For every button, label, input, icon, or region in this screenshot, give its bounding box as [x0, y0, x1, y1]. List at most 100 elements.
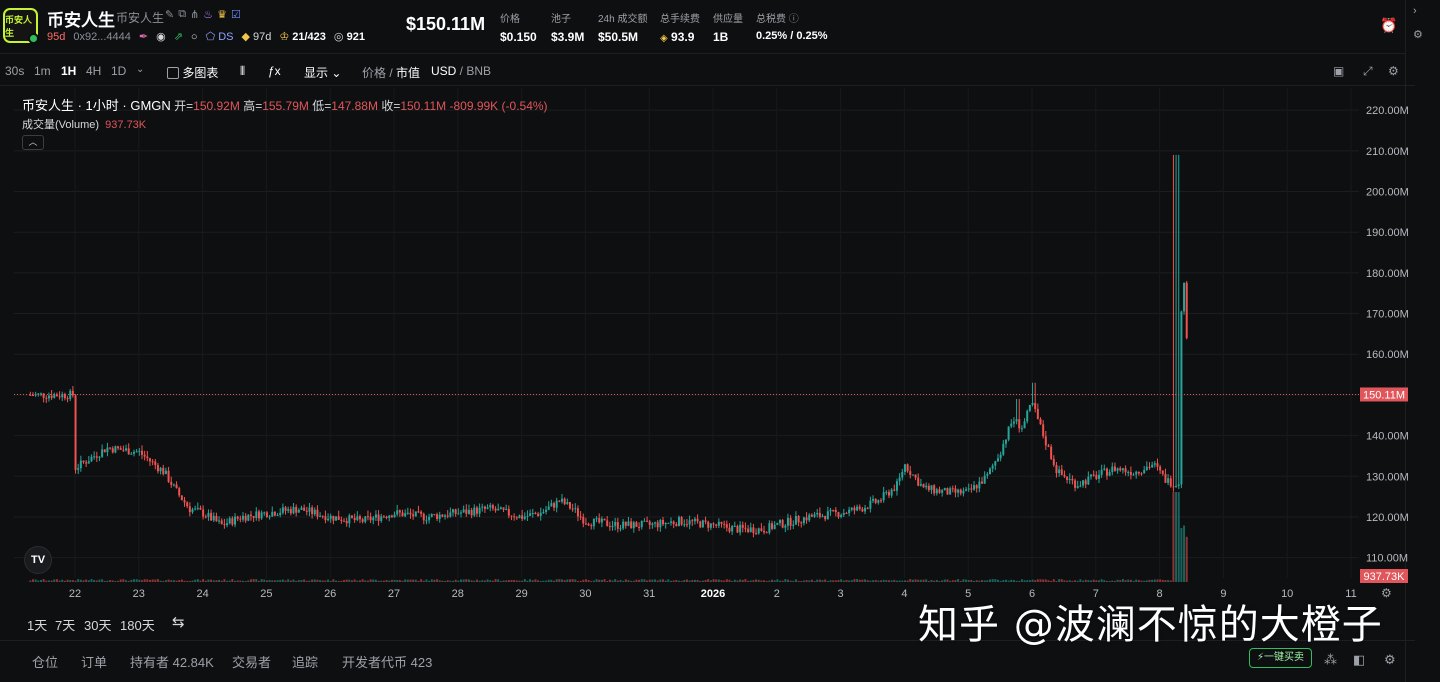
stat-tax: 总税费 ⓘ 0.25% / 0.25%	[756, 10, 828, 42]
fullscreen-icon[interactable]: ⤢	[1363, 64, 1373, 78]
range-7d[interactable]: 7天	[55, 618, 76, 633]
search-icon[interactable]: ○	[190, 30, 198, 43]
volume-bar	[1153, 579, 1156, 582]
interval-1h[interactable]: 1H	[61, 64, 77, 78]
volume-bar	[531, 580, 534, 582]
checkbox[interactable]	[167, 67, 179, 79]
candle-body	[63, 394, 66, 399]
volume-bar	[388, 580, 391, 582]
volume-bar	[731, 580, 734, 582]
candle-body	[962, 490, 965, 494]
tab-traders[interactable]: 交易者	[232, 655, 272, 670]
tab-tracking[interactable]: 追踪	[292, 655, 319, 670]
interval-30s[interactable]: 30s	[5, 64, 25, 78]
candle-type-icon[interactable]: ⫴	[240, 64, 246, 78]
volume-legend: 成交量(Volume) 937.73K	[22, 116, 146, 132]
candle-body	[1055, 465, 1058, 474]
candle-body	[547, 506, 550, 510]
volume-bar	[117, 580, 120, 582]
volume-bar	[478, 580, 481, 582]
candle-body	[1175, 485, 1178, 488]
volume-bar	[295, 580, 298, 582]
candle-body	[789, 517, 792, 526]
indicator-icon[interactable]: ƒx	[268, 64, 281, 78]
candle-body	[212, 515, 215, 521]
volume-bar	[69, 580, 72, 582]
chevron-right-icon[interactable]: ›	[1413, 5, 1417, 17]
alarm-icon[interactable]: ⏰	[1380, 17, 1398, 33]
candle-body	[170, 481, 173, 485]
range-30d[interactable]: 30天	[84, 618, 112, 633]
volume-bar	[680, 580, 683, 582]
help-icon[interactable]: ⓘ	[788, 14, 799, 25]
settings-small-icon[interactable]: ⚙	[1413, 29, 1423, 41]
tab-dev-tokens[interactable]: 开发者代币 423	[342, 655, 433, 670]
twitter-icon[interactable]: ◉	[156, 31, 166, 43]
range-180d[interactable]: 180天	[120, 618, 155, 633]
contract-address[interactable]: 0x92...4444	[73, 30, 131, 43]
candle-body	[845, 512, 848, 514]
volume-bar	[858, 579, 861, 582]
axis-settings-icon[interactable]: ⚙	[1381, 586, 1392, 600]
candle-body	[79, 460, 82, 469]
settings-icon[interactable]: ⚙	[1384, 652, 1396, 667]
range-1d[interactable]: 1天	[27, 618, 48, 633]
candle-body	[178, 488, 181, 496]
camera-icon[interactable]: ▣	[1333, 64, 1345, 78]
tab-positions[interactable]: 仓位	[32, 655, 59, 670]
volume-bar	[77, 579, 80, 582]
people-icon[interactable]: ⁂	[1324, 652, 1337, 667]
candle-body	[893, 489, 896, 491]
goto-date-icon[interactable]: ⇆	[172, 614, 185, 631]
candle-body	[1076, 486, 1079, 488]
volume-bar	[239, 580, 242, 582]
candle-body	[414, 511, 417, 517]
multi-chart-toggle[interactable]: 多图表	[167, 64, 218, 81]
tradingview-logo[interactable]: TV	[24, 546, 52, 574]
edit-icon[interactable]: ✎	[165, 9, 175, 21]
candle-body	[792, 524, 795, 526]
volume-bar	[305, 580, 308, 582]
candle-body	[715, 524, 718, 526]
collapse-legend-button[interactable]: ︿	[22, 135, 44, 150]
volume-bar	[37, 580, 40, 582]
volume-bar	[539, 580, 542, 582]
candle-body	[723, 523, 726, 525]
display-dropdown[interactable]: 显示 ⌄	[304, 66, 342, 80]
ds-badge[interactable]: ⬠ DS	[205, 31, 234, 43]
copy-icon[interactable]: ⧉	[178, 8, 187, 20]
share-icon[interactable]: ⋔	[190, 9, 200, 21]
currency-toggle[interactable]: USD / BNB	[431, 64, 492, 78]
volume-bar	[1023, 580, 1026, 582]
price-mcap-toggle[interactable]: 价格 / 市值	[362, 66, 421, 80]
tab-holders[interactable]: 持有者 42.84K	[130, 655, 214, 670]
layout-icon[interactable]: ◧	[1353, 652, 1366, 667]
price-chart[interactable]: 220.00M 210.00M 200.00M 190.00M 180.00M 170.0…	[14, 88, 1414, 608]
display-label: 显示	[304, 66, 329, 80]
candle-body	[797, 516, 800, 523]
chart-legend: 币安人生 · 1小时 · GMGN 开=150.92M 高=155.79M 低=…	[22, 95, 548, 114]
interval-1d[interactable]: 1D	[111, 64, 127, 78]
quick-trade-button[interactable]: ⚡一键买卖	[1249, 648, 1312, 668]
candle-body	[579, 516, 582, 518]
pen-icon[interactable]: ✒	[138, 31, 149, 43]
interval-4h[interactable]: 4H	[86, 64, 102, 78]
volume-bar	[622, 580, 625, 582]
candle-body	[1121, 468, 1124, 471]
chart-settings-icon[interactable]: ⚙	[1388, 64, 1399, 78]
candle-body	[135, 451, 138, 453]
volume-bar	[459, 579, 462, 582]
link-icon[interactable]: ⇗	[173, 31, 183, 43]
chevron-down-icon[interactable]: ⌄	[136, 64, 145, 75]
tab-orders[interactable]: 订单	[81, 655, 108, 670]
candle-body	[1058, 469, 1061, 474]
interval-1m[interactable]: 1m	[34, 64, 51, 78]
volume-bar	[646, 580, 649, 582]
bnb-icon: ◈	[660, 33, 668, 44]
candle-body	[210, 512, 213, 521]
volume-bar	[595, 579, 598, 582]
candle-body	[773, 524, 776, 529]
candle-body	[534, 512, 537, 514]
volume-bar	[159, 580, 162, 582]
volume-bar	[707, 579, 710, 582]
